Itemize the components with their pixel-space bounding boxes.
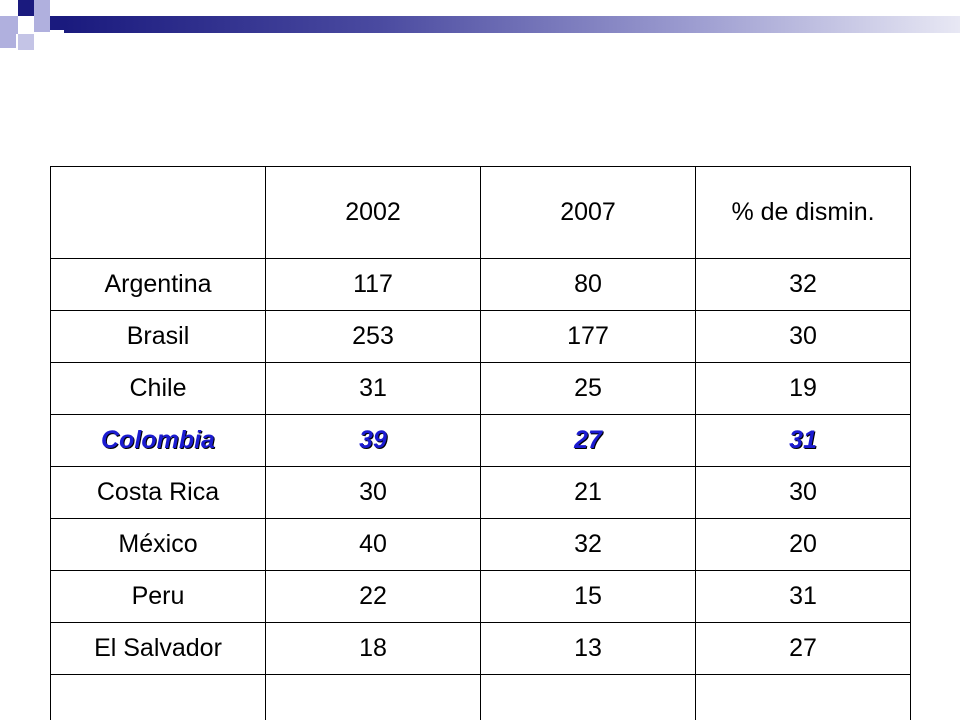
pct-decrease-cell: 19 [695, 362, 911, 415]
value-2002-cell [265, 674, 481, 720]
value-2007-cell: 80 [480, 258, 696, 311]
value-2002-cell: 253 [265, 310, 481, 363]
value-2007-cell: 177 [480, 310, 696, 363]
pct-decrease-cell: 31 [695, 570, 911, 623]
decorative-square [34, 16, 50, 32]
value-2002-cell: 117 [265, 258, 481, 311]
value-2007-cell [480, 674, 696, 720]
pct-decrease-cell: 30 [695, 466, 911, 519]
table-row-empty [50, 674, 911, 720]
value-2007-cell: 21 [480, 466, 696, 519]
table-header-row: 2002 2007 % de dismin. [50, 166, 911, 259]
value-2002-cell: 40 [265, 518, 481, 571]
value-2007-cell: 27 [480, 414, 696, 467]
decorative-square [34, 0, 50, 16]
country-cell: Costa Rica [50, 466, 266, 519]
decorative-square [0, 16, 18, 34]
value-2002-cell: 18 [265, 622, 481, 675]
value-2002-cell: 39 [265, 414, 481, 467]
table-row: Brasil 253 177 30 [50, 310, 911, 363]
pct-decrease-cell: 31 [695, 414, 911, 467]
country-cell: Argentina [50, 258, 266, 311]
country-cell: Colombia [50, 414, 266, 467]
country-cell: Chile [50, 362, 266, 415]
value-2002-cell: 22 [265, 570, 481, 623]
pct-decrease-cell: 27 [695, 622, 911, 675]
pct-decrease-cell: 32 [695, 258, 911, 311]
value-2007-cell: 25 [480, 362, 696, 415]
table-row: Costa Rica 30 21 30 [50, 466, 911, 519]
value-2007-cell: 32 [480, 518, 696, 571]
header-cell-2007: 2007 [480, 166, 696, 259]
country-cell: México [50, 518, 266, 571]
value-2007-cell: 13 [480, 622, 696, 675]
pct-decrease-cell: 20 [695, 518, 911, 571]
header-cell-pct-decrease: % de dismin. [695, 166, 911, 259]
table-row-highlighted: Colombia 39 27 31 [50, 414, 911, 467]
value-2002-cell: 30 [265, 466, 481, 519]
table-row: Argentina 117 80 32 [50, 258, 911, 311]
decorative-square [18, 34, 34, 50]
data-table: 2002 2007 % de dismin. Argentina 117 80 … [50, 166, 911, 720]
decorative-square [50, 16, 64, 30]
header-cell-2002: 2002 [265, 166, 481, 259]
country-cell: El Salvador [50, 622, 266, 675]
header-cell-empty [50, 166, 266, 259]
value-2007-cell: 15 [480, 570, 696, 623]
decorative-square [0, 34, 16, 48]
table-row: Chile 31 25 19 [50, 362, 911, 415]
country-cell [50, 674, 266, 720]
decorative-square [18, 0, 34, 16]
pct-decrease-cell [695, 674, 911, 720]
table-row: El Salvador 18 13 27 [50, 622, 911, 675]
table-row: Peru 22 15 31 [50, 570, 911, 623]
table-row: México 40 32 20 [50, 518, 911, 571]
country-cell: Brasil [50, 310, 266, 363]
pct-decrease-cell: 30 [695, 310, 911, 363]
value-2002-cell: 31 [265, 362, 481, 415]
country-cell: Peru [50, 570, 266, 623]
decorative-gradient-bar [64, 16, 960, 33]
